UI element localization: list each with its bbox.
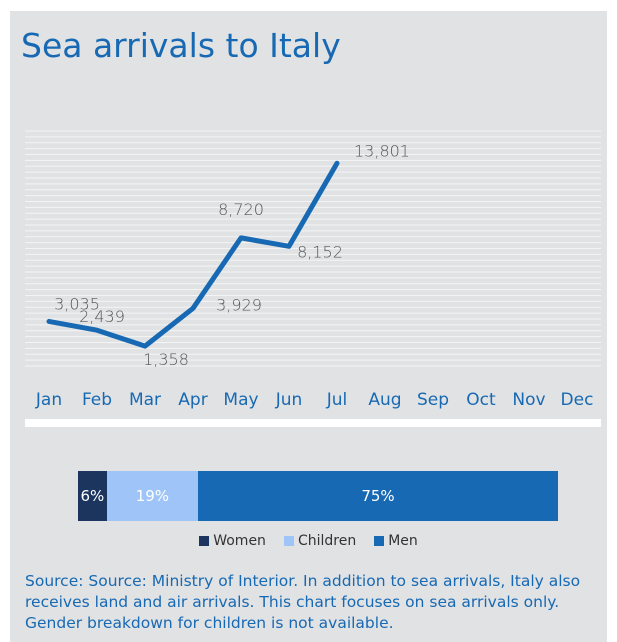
bar-segment-women: 6% (78, 471, 107, 521)
x-tick-label: Jan (35, 390, 62, 410)
chart-title: Sea arrivals to Italy (21, 26, 341, 65)
chart-panel: Sea arrivals to Italy 3,035 2,439 1,358 3,9… (10, 11, 607, 642)
data-label: 8,720 (218, 200, 264, 219)
x-tick-label: Jun (275, 390, 303, 410)
legend-swatch (199, 536, 210, 546)
bar-segment-children: 19% (106, 471, 198, 521)
data-label: 2,439 (79, 307, 125, 326)
x-tick-label: Mar (129, 390, 161, 410)
x-tick-label: Jul (326, 390, 348, 410)
x-tick-label: Sep (417, 390, 449, 410)
data-label: 13,801 (354, 141, 410, 160)
legend-label: Children (297, 533, 357, 549)
x-tick-label: Dec (561, 390, 594, 410)
x-tick-label: May (223, 390, 258, 410)
legend-item-women: Women (199, 533, 266, 549)
gender-stacked-bar: 6% 19% 75% (78, 471, 558, 521)
data-label: 3,929 (216, 295, 262, 314)
legend-item-men: Men (374, 533, 418, 549)
data-label: 1,358 (143, 350, 189, 369)
source-note: Source: Source: Ministry of Interior. In… (25, 572, 581, 632)
legend-item-children: Children (283, 533, 357, 549)
legend-label: Men (388, 533, 418, 549)
data-label: 8,152 (297, 242, 343, 261)
x-tick-label: Oct (466, 390, 496, 410)
x-tick-label: Feb (82, 390, 112, 410)
data-label: 3,035 (54, 294, 100, 313)
x-tick-label: Aug (368, 390, 401, 410)
gender-legend: Women Children Men (10, 533, 607, 549)
legend-swatch (374, 536, 385, 546)
legend-swatch (283, 536, 294, 546)
x-tick-label: Nov (512, 390, 545, 410)
divider-bar (25, 419, 601, 427)
legend-label: Women (213, 533, 266, 549)
bar-segment-men: 75% (197, 471, 558, 521)
x-tick-label: Apr (178, 390, 207, 410)
arrivals-line (46, 160, 340, 349)
